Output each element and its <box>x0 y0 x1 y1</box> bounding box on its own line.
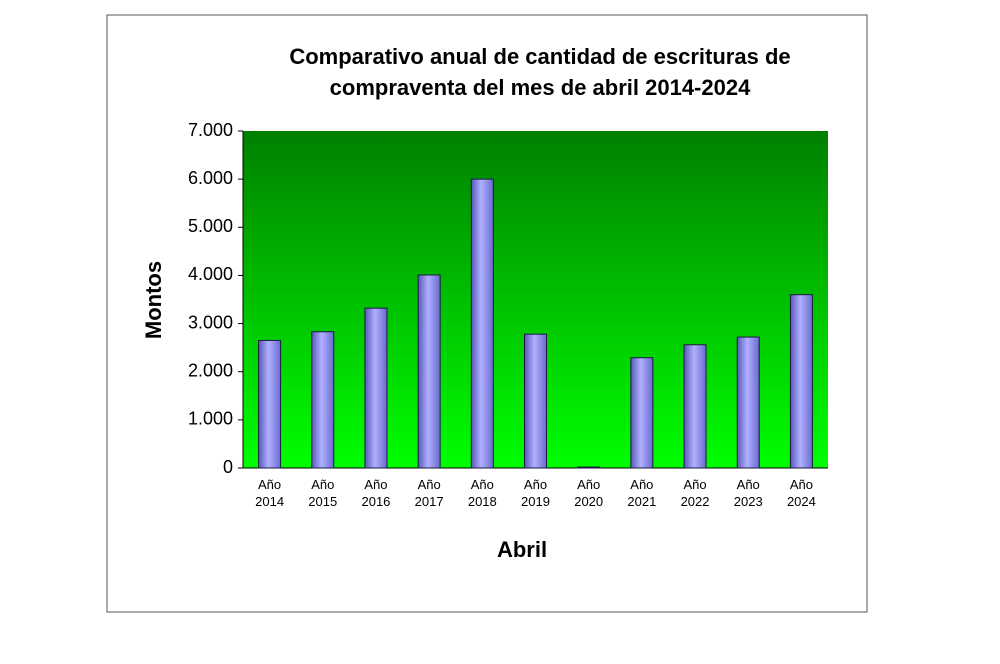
bar <box>577 466 601 469</box>
x-axis-label: Abril <box>497 537 547 562</box>
y-tick-label: 3.000 <box>188 312 233 332</box>
y-tick-label: 6.000 <box>188 168 233 188</box>
x-tick-label: Año 2014 <box>255 477 284 509</box>
y-tick-label: 7.000 <box>188 120 233 140</box>
bar <box>311 331 335 469</box>
y-tick-label: 5.000 <box>188 216 233 236</box>
x-tick-label: Año 2020 <box>574 477 603 509</box>
x-tick-label: Año 2018 <box>468 477 497 509</box>
chart-title: compraventa del mes de abril 2014-2024 <box>330 75 751 100</box>
y-tick-label: 2.000 <box>188 360 233 380</box>
bar <box>417 274 441 469</box>
bar <box>683 344 707 469</box>
y-axis-label: Montos <box>141 261 166 339</box>
bar <box>789 294 813 469</box>
bar <box>630 357 654 469</box>
bar <box>470 178 494 469</box>
x-tick-label: Año 2017 <box>415 477 444 509</box>
x-tick-label: Año 2016 <box>361 477 390 509</box>
x-tick-label: Año 2015 <box>308 477 337 509</box>
bar <box>258 339 282 469</box>
bar <box>364 307 388 469</box>
x-tick-label: Año 2023 <box>734 477 763 509</box>
bar <box>736 336 760 469</box>
y-tick-label: 1.000 <box>188 409 233 429</box>
bar <box>524 333 547 469</box>
y-tick-label: 0 <box>223 457 233 477</box>
y-tick-label: 4.000 <box>188 264 233 284</box>
x-tick-label: Año 2022 <box>681 477 710 509</box>
x-tick-label: Año 2024 <box>787 477 816 509</box>
chart-title: Comparativo anual de cantidad de escritu… <box>289 44 790 69</box>
x-tick-label: Año 2019 <box>521 477 550 509</box>
x-tick-label: Año 2021 <box>627 477 656 509</box>
